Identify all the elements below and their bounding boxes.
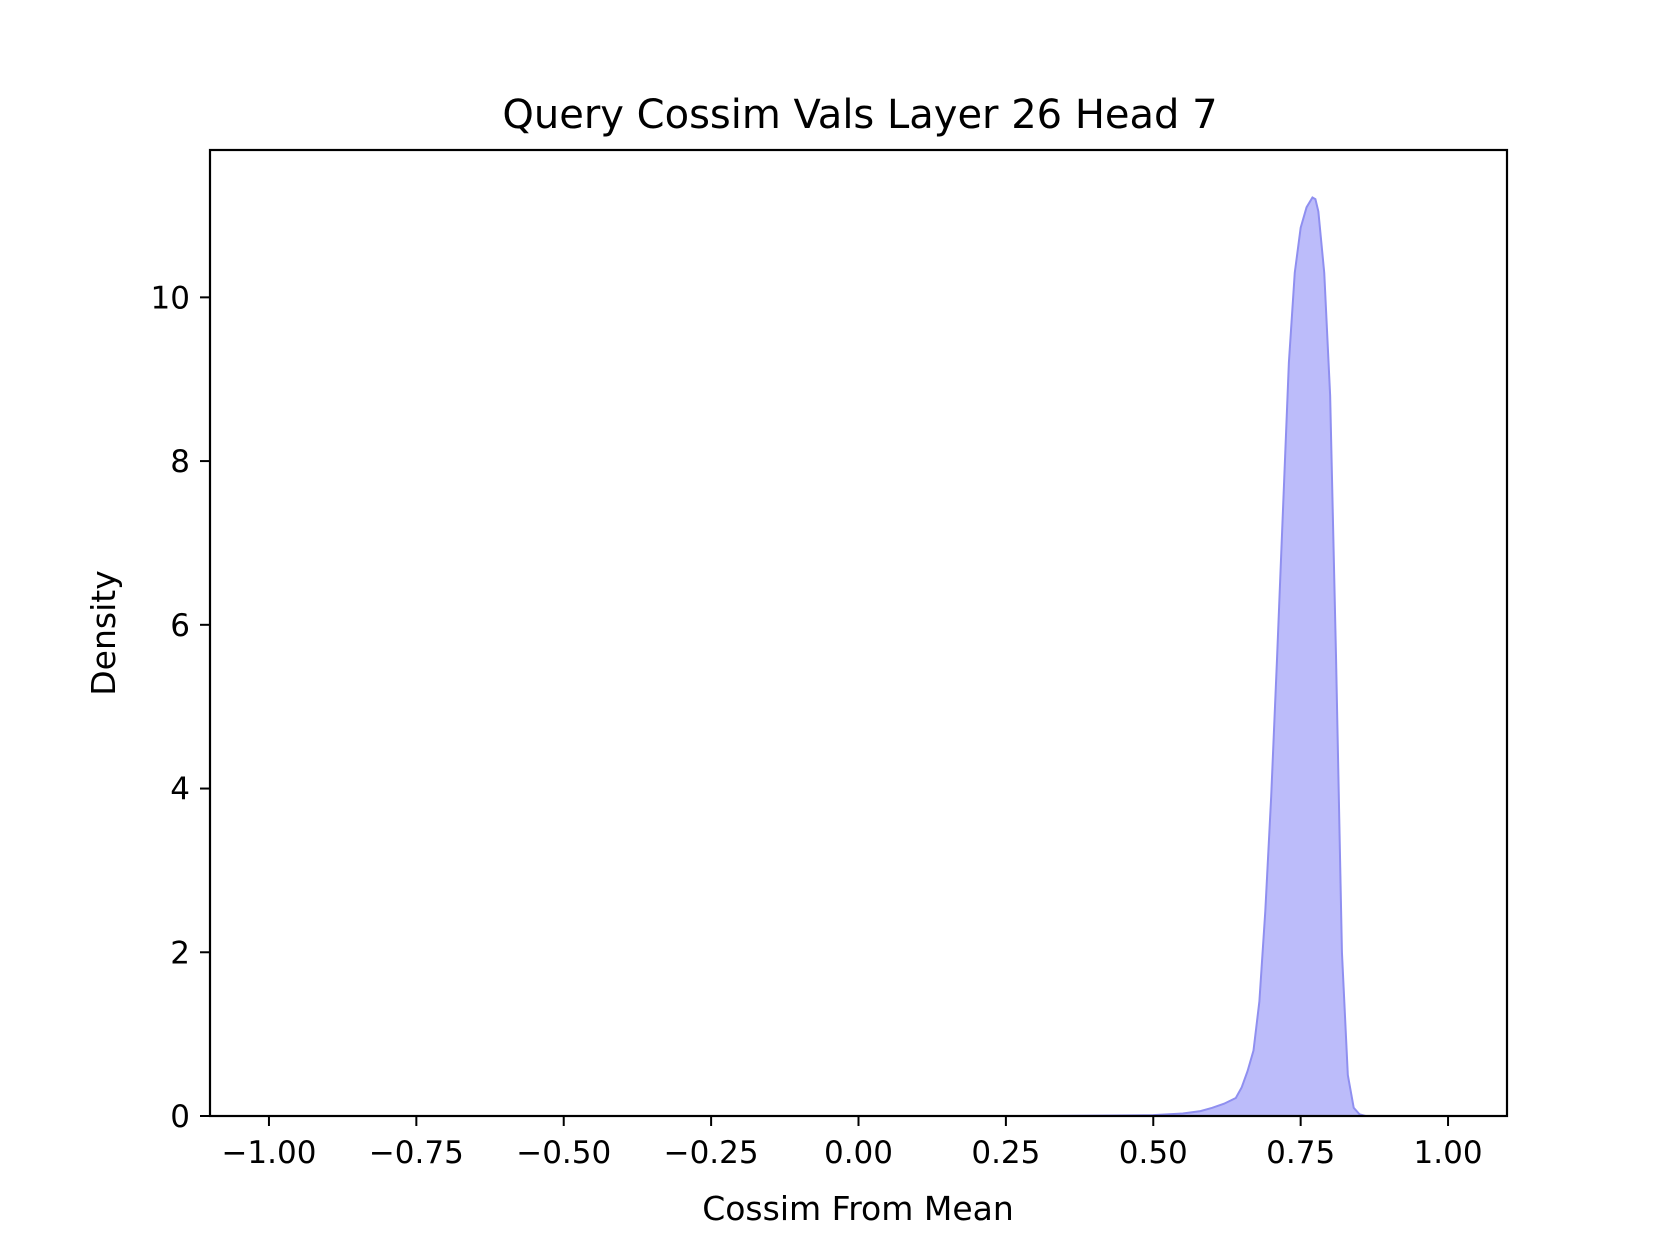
y-axis: 0 2 4 6 8 10 [151,280,210,1135]
x-axis-label: Cossim From Mean [702,1189,1014,1228]
x-tick-label: 1.00 [1414,1135,1483,1171]
plot-area [546,196,1366,1117]
y-tick-label: 10 [151,280,190,316]
x-tick-label: 0.00 [824,1135,893,1171]
x-tick-label: −0.25 [664,1135,759,1171]
y-tick-label: 2 [170,935,190,971]
y-tick-label: 4 [170,772,190,808]
x-tick-label: 0.50 [1119,1135,1188,1171]
y-axis-label: Density [84,570,123,695]
x-tick-label: −1.00 [221,1135,316,1171]
x-axis: −1.00 −0.75 −0.50 −0.25 0.00 0.25 0.50 0.75 1.00 [221,1116,1483,1171]
chart-title: Query Cossim Vals Layer 26 Head 7 [502,92,1217,138]
y-tick-label: 6 [170,608,190,644]
y-tick-label: 0 [170,1099,190,1135]
x-tick-label: −0.50 [516,1135,611,1171]
x-tick-label: 0.25 [971,1135,1040,1171]
x-tick-label: −0.75 [369,1135,464,1171]
density-area-0 [546,197,1366,1117]
y-tick-label: 8 [170,444,190,480]
density-line-0 [546,196,1366,1117]
x-tick-label: 0.75 [1266,1135,1335,1171]
